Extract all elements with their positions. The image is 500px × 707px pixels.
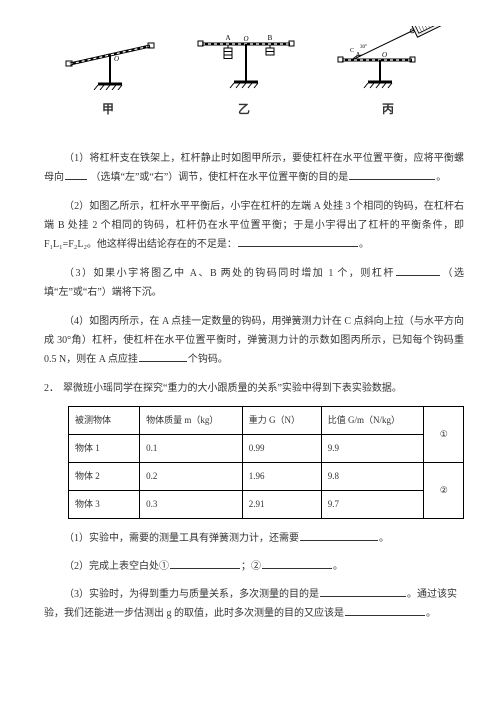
cell: 物体 3 (69, 491, 140, 519)
table-row: 物体 3 0.3 2.91 9.7 (69, 491, 464, 519)
cell: 0.1 (140, 434, 243, 462)
data-table: 被测物体 物体质量 m（kg） 重力 G（N） 比值 G/m（N/kg） ① 物… (68, 406, 464, 519)
svg-text:O: O (114, 55, 119, 63)
q2-s2: （2）完成上表空白处①；②。 (44, 557, 464, 576)
svg-text:B: B (268, 34, 273, 42)
lever-figure-yi-icon: O A B (196, 30, 296, 90)
figure-label-jia: 甲 (102, 98, 118, 121)
cell: 9.8 (321, 462, 424, 490)
lever-figure-bing-icon: O A C 30° (336, 26, 444, 90)
q2-s1-text: （1）实验中，需要的测量工具有弹簧测力计，还需要 (64, 533, 299, 544)
cell: 9.9 (321, 434, 424, 462)
figure-yi: O A B 乙 (196, 30, 296, 121)
cell: 物体 1 (69, 434, 140, 462)
q2-head: 2． 翠微班小瑶同学在探究“重力的大小跟质量的关系”实验中得到下表实验数据。 (44, 379, 464, 398)
cell: 0.99 (242, 434, 321, 462)
q2-head-text: 翠微班小瑶同学在探究“重力的大小跟质量的关系”实验中得到下表实验数据。 (63, 379, 402, 398)
blank (396, 266, 440, 276)
cell: 9.7 (321, 491, 424, 519)
q2-s3-a: （3）实验时，为得到重力与质量关系，多次测量的目的是 (64, 589, 319, 600)
th: 物体质量 m（kg） (140, 406, 243, 434)
blank (139, 352, 187, 362)
q2-number: 2． (44, 379, 59, 398)
q1-p3-text-a: （3）如果小宇将图乙中 A、B 两处的钩码同时增加 1 个，则杠杆 (64, 268, 395, 279)
cell: 0.3 (140, 491, 243, 519)
figure-jia: O 甲 (64, 34, 156, 121)
cell: 物体 2 (69, 462, 140, 490)
blank (320, 587, 406, 597)
q1-p4-text-a: （4）如图丙所示，在 A 点挂一定数量的钩码，用弹簧测力计在 C 点斜向上拉（与… (44, 316, 464, 365)
svg-text:30°: 30° (360, 45, 367, 50)
svg-text:O: O (243, 35, 248, 43)
blank (349, 170, 435, 180)
cell-circle2: ② (424, 462, 464, 518)
svg-text:A: A (225, 34, 230, 42)
blank (238, 237, 358, 247)
blank (170, 559, 240, 569)
q2-s2-a: （2）完成上表空白处① (64, 561, 169, 572)
table-row: 被测物体 物体质量 m（kg） 重力 G（N） 比值 G/m（N/kg） ① (69, 406, 464, 434)
q1-p1: （1）将杠杆支在铁架上，杠杆静止时如图甲所示，要使杠杆在水平位置平衡，应将平衡螺… (44, 149, 464, 187)
lever-figure-jia-icon: O (64, 34, 156, 90)
svg-text:O: O (382, 51, 387, 59)
q2-s3: （3）实验时，为得到重力与质量关系，多次测量的目的是。通过该实验，我们还能进一步… (44, 585, 464, 623)
q2-s2-b: ；② (241, 561, 261, 572)
q1-p3: （3）如果小宇将图乙中 A、B 两处的钩码同时增加 1 个，则杠杆（选填“左”或… (44, 264, 464, 302)
th: 被测物体 (69, 406, 140, 434)
blank (262, 559, 332, 569)
th: 比值 G/m（N/kg） (321, 406, 424, 434)
figure-bing: O A C 30° 丙 (336, 26, 444, 121)
cell: 2.91 (242, 491, 321, 519)
cell-circle1: ① (424, 406, 464, 462)
blank (345, 606, 425, 616)
cell: 1.96 (242, 462, 321, 490)
q1-p2: （2）如图乙所示，杠杆水平平衡后，小宇在杠杆的左端 A 处挂 3 个相同的钩码，… (44, 197, 464, 254)
q2-s1: （1）实验中，需要的测量工具有弹簧测力计，还需要。 (44, 529, 464, 548)
svg-text:C: C (350, 48, 354, 54)
blank (65, 170, 87, 180)
table-row: 物体 2 0.2 1.96 9.8 ② (69, 462, 464, 490)
figure-label-bing: 丙 (382, 98, 398, 121)
blank (300, 531, 378, 541)
q1-p4: （4）如图丙所示，在 A 点挂一定数量的钩码，用弹簧测力计在 C 点斜向上拉（与… (44, 312, 464, 369)
figure-label-yi: 乙 (238, 98, 254, 121)
figures-row: O 甲 O A B (44, 26, 464, 121)
table-row: 物体 1 0.1 0.99 9.9 (69, 434, 464, 462)
cell: 0.2 (140, 462, 243, 490)
q1-p4-text-b: 个钩码。 (188, 354, 228, 365)
th: 重力 G（N） (242, 406, 321, 434)
q1-p1-text-b: （选填“左”或“右”）调节，使杠杆在水平位置平衡的目的是 (91, 172, 349, 183)
